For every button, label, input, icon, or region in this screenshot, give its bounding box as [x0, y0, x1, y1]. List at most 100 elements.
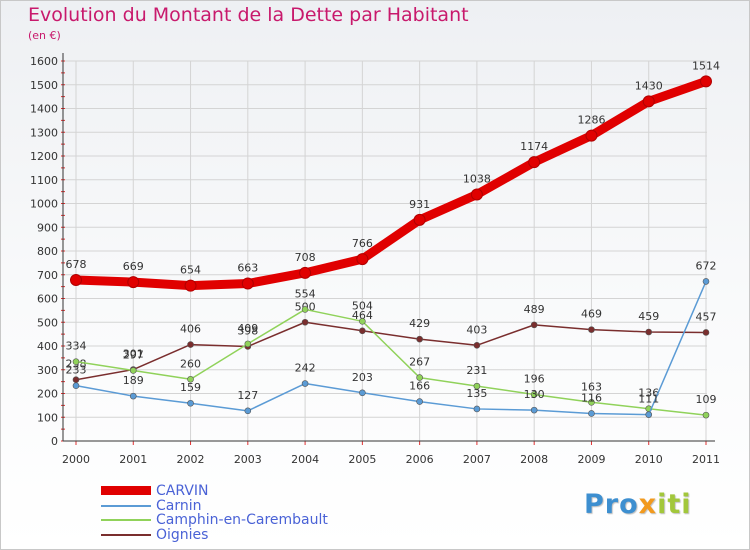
data-label: 163	[581, 380, 602, 393]
x-tick-label: 2009	[577, 453, 605, 466]
y-tick-label: 800	[37, 245, 58, 258]
data-point	[470, 188, 483, 201]
data-label: 109	[696, 393, 717, 406]
series-line-carvin	[71, 76, 711, 291]
data-label: 242	[295, 362, 316, 375]
data-point	[72, 382, 80, 389]
x-tick-label: 2011	[692, 453, 720, 466]
x-tick-label: 2002	[177, 453, 205, 466]
data-point	[359, 327, 366, 335]
data-label: 459	[638, 310, 659, 323]
data-label: 1430	[635, 79, 663, 92]
x-tick-label: 2005	[348, 453, 376, 466]
data-label: 203	[352, 371, 373, 384]
data-point	[72, 358, 80, 365]
y-tick-label: 700	[37, 269, 58, 282]
data-point	[588, 326, 595, 333]
proxiti-logo: Proxiti	[584, 489, 692, 520]
x-tick-label: 2008	[520, 453, 548, 466]
legend-label-carnin: Carnin	[156, 497, 202, 514]
legend-swatch-carvin	[101, 486, 151, 495]
data-point	[416, 398, 423, 405]
x-tick-label: 2007	[463, 453, 491, 466]
data-label: 766	[352, 237, 373, 250]
data-label: 297	[123, 348, 144, 361]
data-point	[642, 95, 655, 108]
data-point	[413, 213, 426, 226]
y-tick-label: 1100	[30, 174, 58, 187]
data-label: 135	[466, 387, 487, 400]
data-point	[72, 376, 80, 384]
data-point	[184, 279, 197, 292]
data-label: 406	[180, 323, 201, 336]
y-tick-label: 1300	[30, 126, 58, 139]
data-label: 1174	[520, 140, 548, 153]
chart-title: Evolution du Montant de la Dette par Hab…	[28, 4, 469, 26]
data-point	[187, 341, 194, 348]
data-point	[127, 276, 140, 289]
data-label: 669	[123, 260, 144, 273]
data-point	[299, 266, 312, 279]
data-label: 233	[66, 364, 87, 377]
data-label: 554	[295, 287, 316, 300]
data-label: 504	[352, 299, 373, 312]
data-label: 663	[237, 262, 258, 275]
data-label: 429	[409, 317, 430, 330]
legend-label-oignies: Oignies	[156, 526, 209, 543]
data-point	[588, 398, 595, 406]
data-point	[530, 406, 538, 414]
data-label: 127	[237, 389, 258, 402]
y-tick-label: 200	[37, 388, 58, 401]
data-label: 457	[696, 310, 717, 323]
data-label: 672	[696, 259, 717, 272]
y-tick-label: 1400	[30, 103, 58, 116]
data-label: 654	[180, 264, 201, 277]
y-tick-label: 300	[37, 364, 58, 377]
data-label: 403	[466, 323, 487, 336]
data-point	[528, 156, 541, 169]
data-point	[645, 411, 653, 418]
data-point	[70, 273, 82, 286]
data-point	[473, 341, 481, 349]
data-label: 267	[409, 356, 430, 369]
data-label: 334	[66, 340, 87, 353]
data-label: 409	[237, 322, 258, 335]
data-point	[187, 399, 194, 407]
y-tick-label: 1000	[30, 198, 58, 211]
data-point	[241, 277, 254, 290]
data-label: 196	[524, 372, 545, 385]
legend-swatch-carnin	[101, 504, 151, 507]
series-line-camphin-en-carembault	[75, 308, 707, 416]
data-point	[588, 410, 595, 417]
series-line-carnin	[75, 280, 707, 416]
data-label: 708	[295, 251, 316, 264]
logo-part-2: x	[638, 489, 658, 520]
x-tick-label: 2003	[234, 453, 262, 466]
data-point	[359, 389, 366, 397]
data-point	[530, 321, 538, 329]
y-tick-label: 500	[37, 316, 58, 329]
data-label: 489	[524, 303, 545, 316]
data-label: 398	[237, 324, 258, 337]
data-point	[359, 317, 366, 325]
legend-label-carvin: CARVIN	[156, 483, 209, 499]
data-label: 189	[123, 374, 144, 387]
data-label: 1286	[577, 114, 605, 127]
data-point	[129, 367, 137, 374]
data-label: 1514	[692, 59, 720, 72]
data-point	[645, 328, 653, 336]
data-label: 130	[524, 388, 545, 401]
data-point	[473, 405, 481, 413]
data-point	[702, 329, 710, 336]
data-point	[700, 75, 712, 88]
data-point	[585, 129, 598, 142]
data-label: 260	[180, 357, 201, 370]
data-label: 678	[66, 258, 87, 271]
data-point	[244, 407, 252, 415]
x-tick-label: 2010	[635, 453, 663, 466]
legend-swatch-camphin	[101, 519, 151, 521]
data-label: 469	[581, 308, 602, 321]
y-tick-label: 1500	[30, 79, 58, 92]
data-label: 159	[180, 381, 201, 394]
